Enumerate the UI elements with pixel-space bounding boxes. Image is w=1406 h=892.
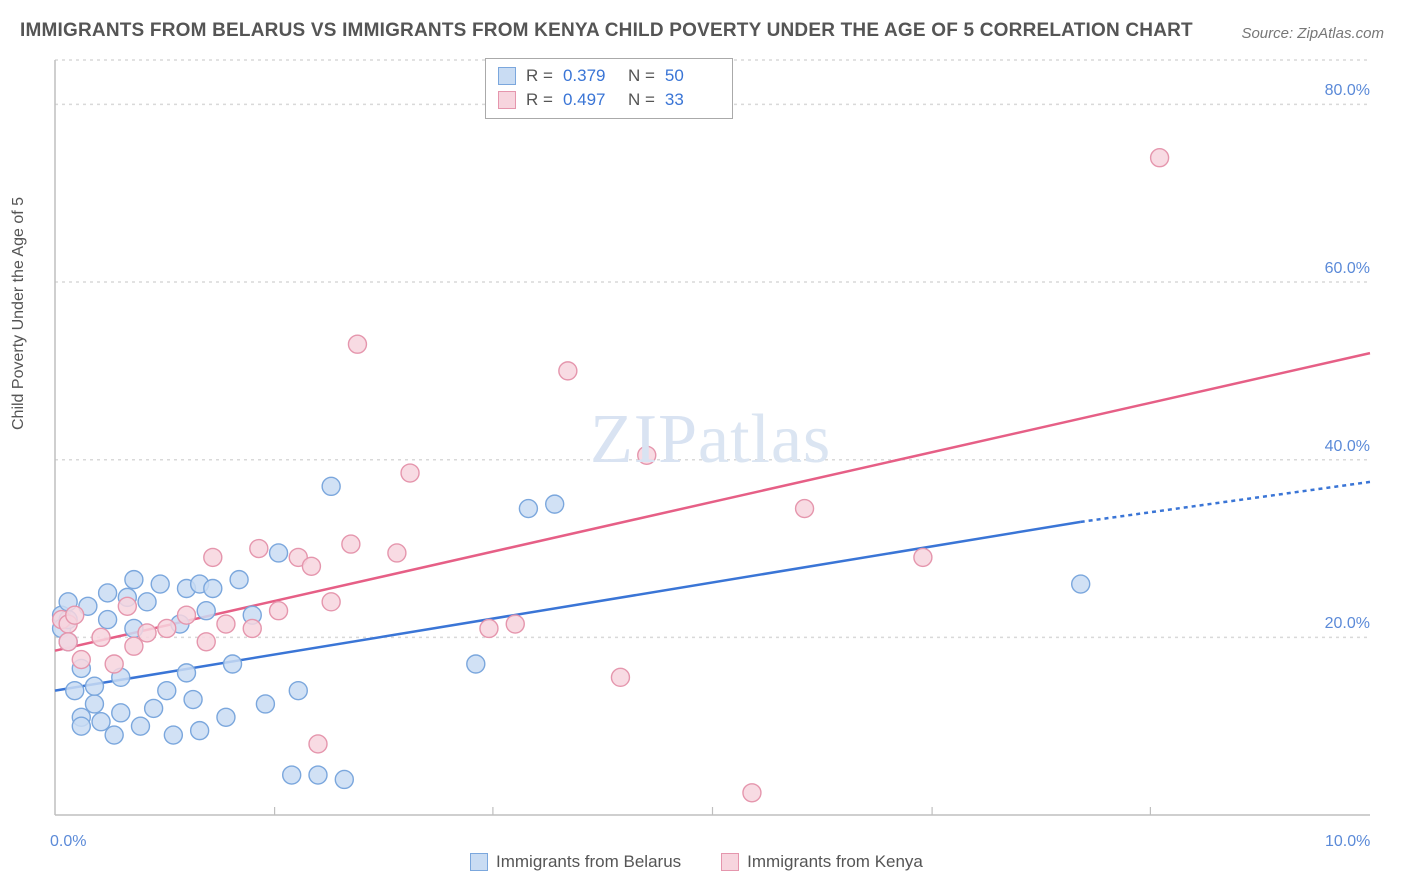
stats-row-kenya: R = 0.497 N = 33 — [498, 88, 720, 112]
y-axis-label: Child Poverty Under the Age of 5 — [10, 197, 28, 430]
r-value: 0.497 — [563, 88, 618, 112]
chart-title: IMMIGRANTS FROM BELARUS VS IMMIGRANTS FR… — [20, 20, 1193, 42]
y-tick-label: 20.0% — [1310, 615, 1370, 633]
r-label: R = — [526, 64, 553, 88]
n-value: 33 — [665, 88, 720, 112]
x-tick-label: 10.0% — [1325, 833, 1370, 851]
n-value: 50 — [665, 64, 720, 88]
legend-item-kenya: Immigrants from Kenya — [721, 852, 923, 872]
swatch-belarus — [470, 853, 488, 871]
r-value: 0.379 — [563, 64, 618, 88]
legend-label: Immigrants from Belarus — [496, 852, 681, 872]
n-label: N = — [628, 64, 655, 88]
swatch-kenya — [721, 853, 739, 871]
n-label: N = — [628, 88, 655, 112]
swatch-belarus — [498, 67, 516, 85]
stats-row-belarus: R = 0.379 N = 50 — [498, 64, 720, 88]
swatch-kenya — [498, 91, 516, 109]
chart-area — [50, 55, 1380, 825]
scatter-plot — [50, 55, 1380, 825]
bottom-legend: Immigrants from Belarus Immigrants from … — [470, 852, 923, 872]
source-attribution: Source: ZipAtlas.com — [1241, 25, 1384, 42]
y-tick-label: 80.0% — [1310, 82, 1370, 100]
legend-label: Immigrants from Kenya — [747, 852, 923, 872]
correlation-stats-box: R = 0.379 N = 50 R = 0.497 N = 33 — [485, 58, 733, 119]
legend-item-belarus: Immigrants from Belarus — [470, 852, 681, 872]
y-tick-label: 60.0% — [1310, 260, 1370, 278]
y-tick-label: 40.0% — [1310, 438, 1370, 456]
r-label: R = — [526, 88, 553, 112]
x-tick-label: 0.0% — [50, 833, 86, 851]
